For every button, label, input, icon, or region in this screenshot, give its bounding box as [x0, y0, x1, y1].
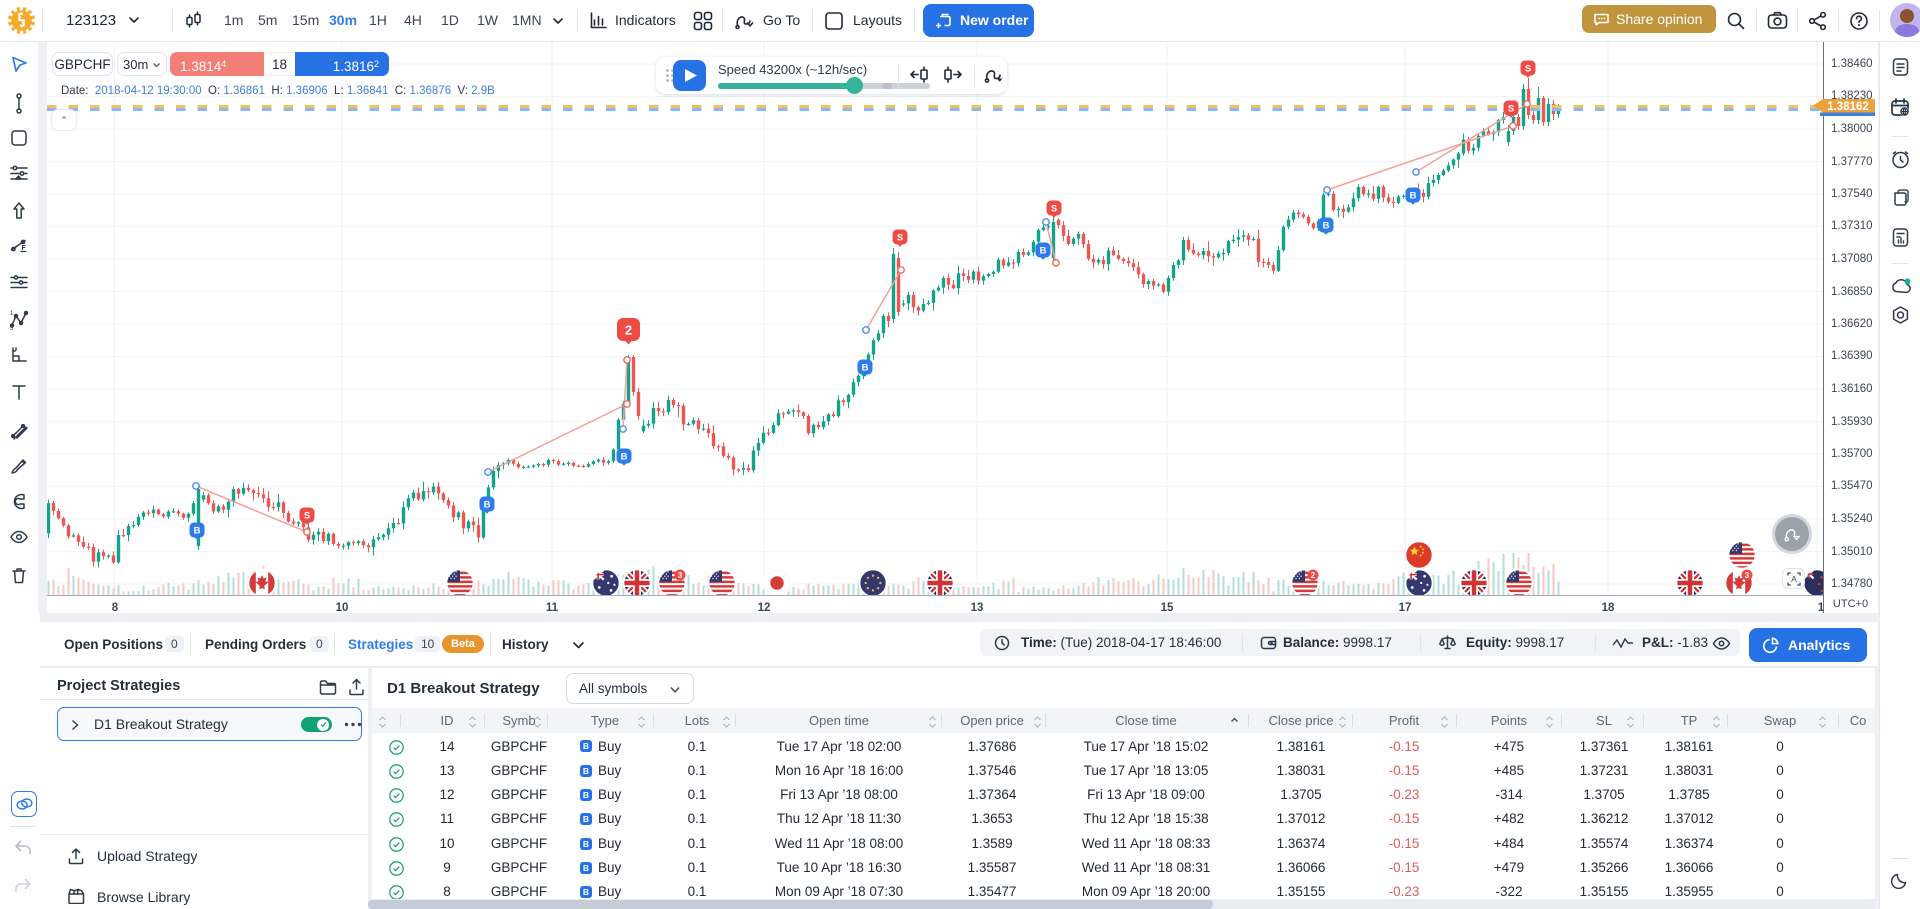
- svg-text:S: S: [304, 511, 310, 522]
- svg-text:5: 5: [10, 326, 14, 330]
- svg-text:F: F: [22, 245, 27, 252]
- svg-text:S: S: [1051, 204, 1057, 215]
- svg-text:S: S: [897, 233, 903, 244]
- svg-text:B: B: [621, 452, 628, 463]
- svg-text:1.38162: 1.38162: [1827, 101, 1869, 113]
- svg-text:S: S: [1508, 104, 1514, 115]
- svg-text:A: A: [1791, 574, 1797, 584]
- svg-text:2: 2: [1311, 571, 1316, 580]
- svg-text:B: B: [484, 500, 491, 511]
- svg-text:B: B: [194, 526, 201, 537]
- svg-text:S: S: [1525, 64, 1531, 75]
- svg-text:B: B: [862, 363, 869, 374]
- svg-text:B: B: [1410, 191, 1417, 202]
- svg-text:B: B: [1323, 221, 1330, 232]
- svg-text:1: 1: [10, 311, 14, 317]
- svg-text:B: B: [1040, 246, 1047, 257]
- svg-text:3: 3: [1745, 571, 1750, 580]
- svg-text:2: 2: [625, 323, 632, 338]
- svg-text:3: 3: [678, 571, 683, 580]
